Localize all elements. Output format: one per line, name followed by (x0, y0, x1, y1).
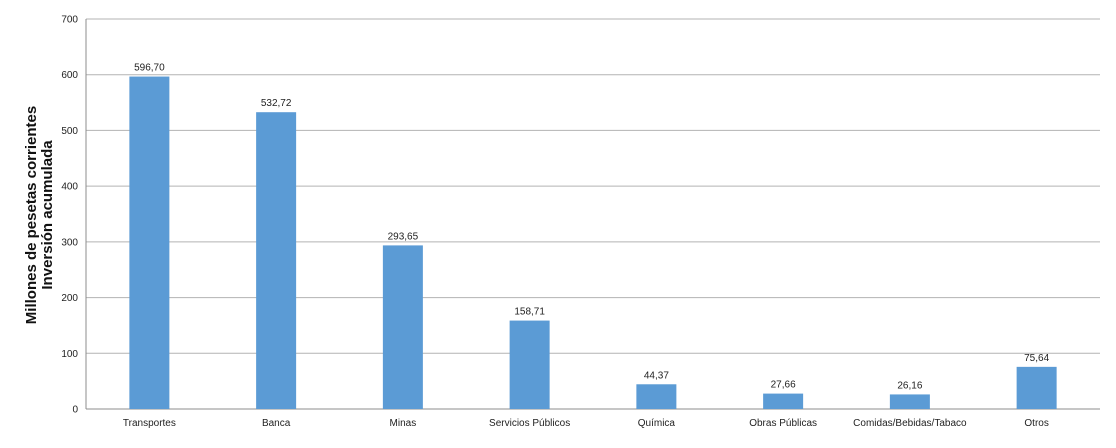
bar (509, 320, 550, 409)
data-label: 26,16 (897, 380, 922, 391)
y-axis-ticks: 0 100 200 300 400 500 600 700 (61, 15, 78, 416)
data-label: 158,71 (514, 307, 545, 318)
bar (889, 394, 930, 409)
y-tick-label: 300 (61, 237, 78, 248)
y-tick-label: 600 (61, 70, 78, 81)
bar (256, 112, 297, 410)
bar (763, 393, 804, 409)
bar (1016, 366, 1057, 409)
grid-lines (85, 18, 1100, 410)
x-tick-label: Obras Públicas (749, 418, 817, 429)
y-tick-label: 700 (61, 15, 78, 26)
data-label: 27,66 (771, 380, 796, 391)
data-label: 532,72 (261, 98, 292, 109)
bars (129, 76, 1057, 410)
y-tick-label: 500 (61, 126, 78, 137)
x-tick-label: Transportes (123, 418, 176, 429)
x-tick-label: Química (638, 418, 676, 429)
bar (129, 76, 170, 409)
bar (636, 384, 677, 409)
data-label: 596,70 (134, 63, 165, 74)
x-tick-label: Minas (390, 418, 417, 429)
x-tick-label: Banca (262, 418, 291, 429)
data-label: 75,64 (1024, 353, 1049, 364)
data-label: 44,37 (644, 370, 669, 381)
y-tick-label: 400 (61, 182, 78, 193)
y-axis-label-line-1: Millones de pesetas corrientes (23, 106, 40, 324)
data-label: 293,65 (388, 231, 419, 242)
y-tick-label: 100 (61, 349, 78, 360)
y-axis-label-line-2: Inversión acumulada (39, 140, 56, 290)
data-labels: 596,70 532,72 293,65 158,71 44,37 27,66 26,16 7… (134, 63, 1049, 392)
x-tick-label: Comidas/Bebidas/Tabaco (853, 418, 967, 429)
x-tick-label: Servicios Públicos (489, 418, 570, 429)
y-tick-label: 0 (72, 405, 78, 416)
x-tick-label: Otros (1024, 418, 1048, 429)
x-axis-ticks: Transportes Banca Minas Servicios Públicos Q… (123, 418, 1049, 429)
bar (382, 245, 423, 409)
y-tick-label: 200 (61, 293, 78, 304)
